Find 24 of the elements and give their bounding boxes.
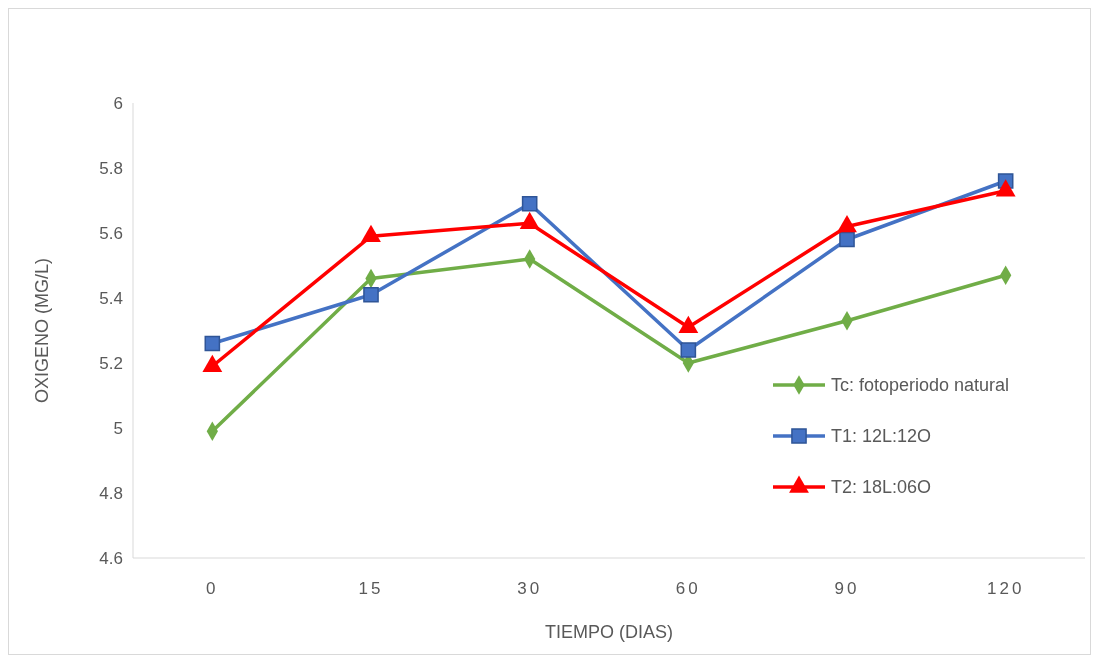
x-tick-label: 120 [986,579,1025,598]
y-axis-title: OXIGENO (MG/L) [32,257,52,404]
y-tick-label: 6 [113,93,123,113]
y-tick-label: 5.2 [99,353,123,373]
y-tick-label: 5 [113,418,123,438]
point [204,335,221,352]
legend-label: T1: 12L:12O [831,426,932,447]
point [521,195,538,212]
legend-label: T2: 18L:06O [831,477,932,498]
y-tick-label: 5.6 [99,223,123,243]
x-tick-label: 30 [517,579,543,598]
y-tick-label: 4.6 [99,548,123,568]
legend-label: Tc: fotoperiodo natural [831,375,1010,396]
point [839,231,855,248]
y-tick-label: 5.8 [99,158,123,178]
x-axis-title: TIEMPO (DIAS) [544,622,674,642]
x-tick-label: 15 [358,579,384,598]
x-tick-label: 90 [834,579,860,598]
point [680,342,697,358]
point [363,286,379,303]
x-tick-label: 60 [675,579,701,598]
y-tick-label: 4.8 [99,483,123,503]
x-tick-label: 0 [206,579,219,598]
y-tick-label: 5.4 [99,288,123,308]
